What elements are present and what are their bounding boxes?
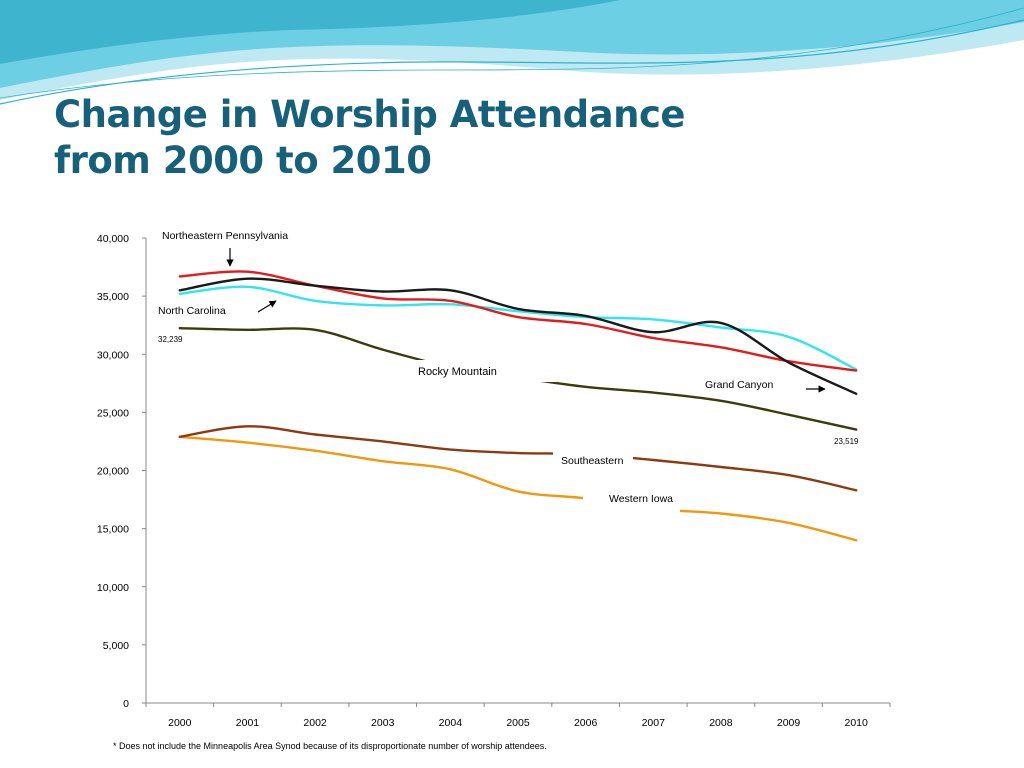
wave-line [0,19,1024,105]
y-tick-label: 20,000 [97,466,129,478]
annotation-end-value: 23,519 [834,437,859,446]
title-line-2: from 2000 to 2010 [54,139,432,182]
x-tick-label: 2001 [236,717,260,729]
chart-series [178,270,858,542]
page-title: Change in Worship Attendance from 2000 t… [54,92,686,184]
x-tick-label: 2009 [777,717,801,729]
annotation-ne-pa: Northeastern Pennsylvania [162,230,288,242]
x-tick-label: 2005 [506,717,530,729]
x-tick-label: 2004 [439,717,463,729]
annotation-north-carolina: North Carolina [158,305,226,317]
title-line-1: Change in Worship Attendance [54,93,686,136]
y-tick-label: 10,000 [97,582,129,594]
series-line-western-iowa [178,435,858,542]
x-tick-label: 2010 [845,717,869,729]
wave-line-2 [0,7,1024,99]
x-tick-label: 2002 [303,717,327,729]
chart-axes: 0 5,000 10,000 15,000 20,000 25,000 30,000 35,0… [97,233,891,729]
y-tick-label: 0 [123,698,129,710]
y-tick-label: 25,000 [97,407,129,419]
nc-arrow [257,300,277,313]
x-tick-label: 2000 [168,717,192,729]
y-tick-label: 5,000 [103,640,129,652]
annotation-southeastern: Southeastern [561,455,624,467]
y-tick-label: 40,000 [97,233,129,245]
annotation-western-iowa: Western Iowa [609,493,673,505]
wave-fill-dark [0,0,620,64]
annotation-start-value: 32,239 [158,335,183,344]
series-line-unlabeled-cyan [178,285,858,371]
chart-annotations: Northeastern Pennsylvania North Carolina… [158,230,859,524]
x-tick-label: 2007 [642,717,666,729]
x-tick-label: 2003 [371,717,395,729]
header-wave-decoration [0,0,1024,105]
x-tick-label: 2008 [709,717,733,729]
annotation-rocky-mountain: Rocky Mountain [418,366,497,378]
series-line-southeastern [178,425,858,492]
footnote: * Does not include the Minneapolis Area … [113,741,547,751]
series-line-north-carolina [178,277,858,395]
rocky-label-box [402,360,558,382]
series-line-northeastern-pennsylvania [178,270,858,372]
y-tick-label: 35,000 [97,291,129,303]
southeastern-label-box [553,451,633,469]
western-iowa-label-box [583,488,680,524]
annotation-grand-canyon: Grand Canyon [705,379,773,391]
y-tick-label: 15,000 [97,524,129,536]
attendance-line-chart: 0 5,000 10,000 15,000 20,000 25,000 30,000 35,0… [97,230,891,729]
x-tick-label: 2006 [574,717,598,729]
y-tick-label: 30,000 [97,349,129,361]
